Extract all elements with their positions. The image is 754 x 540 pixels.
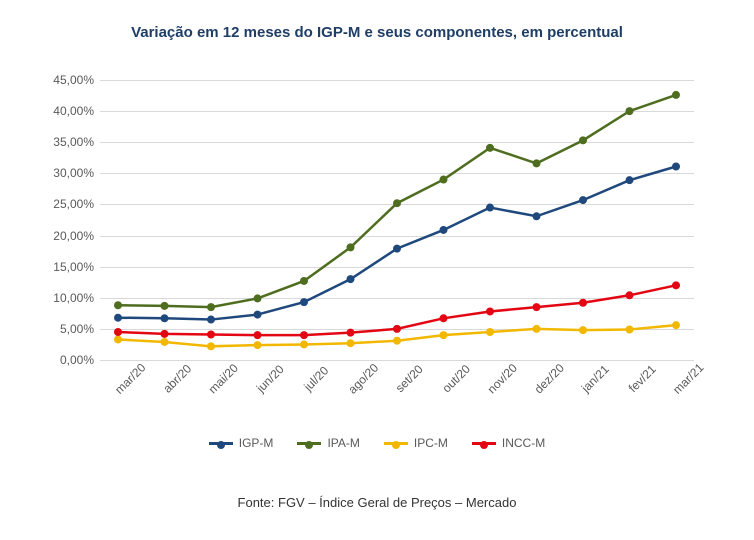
series-marker: [672, 281, 680, 289]
series-marker: [393, 199, 401, 207]
series-marker: [347, 275, 355, 283]
series-marker: [486, 204, 494, 212]
series-marker: [533, 212, 541, 220]
legend-line-icon: [384, 442, 408, 445]
series-marker: [393, 325, 401, 333]
series-marker: [114, 335, 122, 343]
series-marker: [579, 136, 587, 144]
series-marker: [300, 331, 308, 339]
plot-area: 0,00%5,00%10,00%15,00%20,00%25,00%30,00%…: [100, 80, 694, 360]
series-marker: [161, 330, 169, 338]
legend-dot-icon: [392, 441, 400, 449]
series-marker: [672, 321, 680, 329]
x-tick-label: fev/21: [619, 356, 664, 401]
series-marker: [207, 303, 215, 311]
series-marker: [161, 338, 169, 346]
y-tick-label: 35,00%: [36, 135, 94, 149]
series-marker: [300, 340, 308, 348]
series-marker: [486, 144, 494, 152]
series-marker: [486, 307, 494, 315]
series-marker: [347, 329, 355, 337]
series-marker: [207, 316, 215, 324]
x-tick-label: mar/20: [108, 356, 153, 401]
legend-line-icon: [297, 442, 321, 445]
legend-label: IPA-M: [327, 436, 359, 450]
legend-item-ipa-m: IPA-M: [297, 436, 359, 450]
y-tick-label: 30,00%: [36, 166, 94, 180]
series-marker: [347, 339, 355, 347]
series-marker: [440, 176, 448, 184]
series-marker: [114, 314, 122, 322]
page-root: Variação em 12 meses do IGP-M e seus com…: [0, 0, 754, 540]
y-tick-label: 25,00%: [36, 197, 94, 211]
x-tick-label: mar/21: [666, 356, 711, 401]
series-marker: [207, 342, 215, 350]
y-tick-label: 40,00%: [36, 104, 94, 118]
series-marker: [672, 162, 680, 170]
series-marker: [672, 91, 680, 99]
series-marker: [533, 303, 541, 311]
legend: IGP-M IPA-M IPC-M INCC-M: [40, 436, 714, 450]
y-tick-label: 10,00%: [36, 291, 94, 305]
series-marker: [254, 341, 262, 349]
legend-label: IGP-M: [239, 436, 274, 450]
legend-line-icon: [209, 442, 233, 445]
x-tick-label: jan/21: [573, 356, 618, 401]
series-marker: [161, 302, 169, 310]
series-marker: [626, 291, 634, 299]
series-marker: [300, 298, 308, 306]
x-tick-label: nov/20: [480, 356, 525, 401]
series-marker: [254, 331, 262, 339]
series-marker: [579, 299, 587, 307]
legend-item-incc-m: INCC-M: [472, 436, 545, 450]
series-marker: [440, 331, 448, 339]
series-marker: [486, 328, 494, 336]
x-tick-label: jun/20: [247, 356, 292, 401]
series-marker: [579, 326, 587, 334]
x-tick-label: ago/20: [340, 356, 385, 401]
x-tick-label: mai/20: [201, 356, 246, 401]
series-marker: [533, 159, 541, 167]
y-tick-label: 45,00%: [36, 73, 94, 87]
series-marker: [207, 330, 215, 338]
legend-label: IPC-M: [414, 436, 448, 450]
legend-label: INCC-M: [502, 436, 545, 450]
y-tick-label: 5,00%: [36, 322, 94, 336]
series-marker: [579, 196, 587, 204]
series-marker: [626, 326, 634, 334]
series-marker: [254, 311, 262, 319]
series-marker: [254, 294, 262, 302]
series-line-igp-m: [118, 166, 676, 319]
legend-dot-icon: [480, 441, 488, 449]
legend-dot-icon: [305, 441, 313, 449]
series-marker: [626, 176, 634, 184]
chart-container: 0,00%5,00%10,00%15,00%20,00%25,00%30,00%…: [40, 70, 714, 450]
series-marker: [626, 107, 634, 115]
series-marker: [440, 226, 448, 234]
series-marker: [393, 337, 401, 345]
chart-title: Variação em 12 meses do IGP-M e seus com…: [0, 24, 754, 41]
y-tick-label: 15,00%: [36, 260, 94, 274]
series-marker: [114, 301, 122, 309]
series-svg: [100, 80, 694, 360]
series-marker: [347, 243, 355, 251]
series-marker: [300, 277, 308, 285]
x-tick-label: abr/20: [154, 356, 199, 401]
series-marker: [161, 314, 169, 322]
legend-item-igp-m: IGP-M: [209, 436, 274, 450]
series-marker: [114, 328, 122, 336]
y-tick-label: 0,00%: [36, 353, 94, 367]
legend-line-icon: [472, 442, 496, 445]
series-marker: [440, 314, 448, 322]
x-tick-label: jul/20: [294, 356, 339, 401]
x-tick-label: dez/20: [526, 356, 571, 401]
x-tick-label: set/20: [387, 356, 432, 401]
legend-dot-icon: [217, 441, 225, 449]
series-marker: [393, 245, 401, 253]
x-tick-label: out/20: [433, 356, 478, 401]
y-tick-label: 20,00%: [36, 229, 94, 243]
legend-item-ipc-m: IPC-M: [384, 436, 448, 450]
source-caption: Fonte: FGV – Índice Geral de Preços – Me…: [0, 495, 754, 510]
series-marker: [533, 325, 541, 333]
